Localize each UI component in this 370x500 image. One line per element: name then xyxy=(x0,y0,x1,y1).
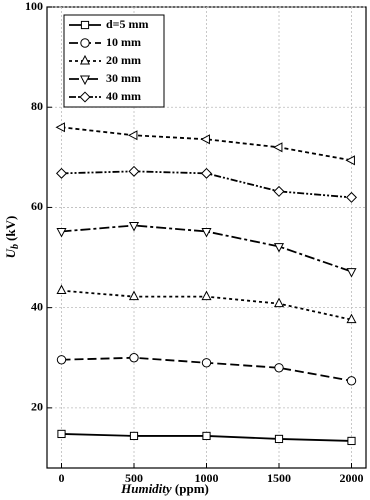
data-point xyxy=(274,434,284,444)
data-point xyxy=(129,431,139,441)
data-point xyxy=(345,155,355,166)
legend-marker xyxy=(80,20,90,30)
x-tick-label: 2000 xyxy=(340,471,364,485)
data-point xyxy=(56,228,67,238)
legend-label: 30 mm xyxy=(106,71,141,85)
y-axis-label-main: U xyxy=(3,248,18,258)
data-point xyxy=(272,142,283,153)
y-tick-label: 100 xyxy=(25,0,43,13)
data-point xyxy=(202,431,211,441)
data-point xyxy=(200,134,210,145)
legend-marker xyxy=(79,91,91,103)
data-point xyxy=(346,313,357,324)
data-point xyxy=(201,290,212,301)
y-axis-label-unit: (kV) xyxy=(3,216,18,241)
data-point xyxy=(201,228,212,238)
data-point xyxy=(128,222,140,232)
data-point xyxy=(55,122,65,133)
legend-box xyxy=(63,14,165,108)
x-tick-label: 1500 xyxy=(267,471,291,485)
data-point xyxy=(273,297,285,308)
data-point xyxy=(346,268,357,278)
x-tick-label: 1000 xyxy=(195,471,219,485)
data-point xyxy=(56,284,67,295)
data-point xyxy=(128,290,140,301)
y-tick-label: 80 xyxy=(31,99,43,113)
data-point xyxy=(347,436,356,446)
data-point xyxy=(273,243,285,253)
data-point xyxy=(57,429,66,439)
y-axis-label: Ub (kV) xyxy=(3,216,21,259)
legend-marker xyxy=(79,75,91,86)
legend-marker xyxy=(79,54,91,65)
y-tick-label: 20 xyxy=(31,400,43,414)
legend-label: 10 mm xyxy=(106,35,141,49)
data-point xyxy=(129,353,139,363)
data-point xyxy=(55,167,68,179)
x-axis-label-unit: (ppm) xyxy=(175,481,209,496)
legend-marker xyxy=(80,38,90,48)
data-point xyxy=(128,165,140,177)
x-axis-label: Humidity (ppm) xyxy=(120,481,209,496)
legend-label: 20 mm xyxy=(106,53,141,67)
data-point xyxy=(346,376,357,386)
data-point xyxy=(200,167,213,179)
x-axis-label-main: Humidity xyxy=(120,481,172,496)
data-point xyxy=(127,130,138,141)
data-point xyxy=(56,355,67,365)
y-tick-label: 60 xyxy=(31,199,43,213)
x-tick-label: 500 xyxy=(125,471,143,485)
legend-label: 40 mm xyxy=(106,89,141,103)
y-axis-label-sub: b xyxy=(10,244,21,249)
y-tick-label: 40 xyxy=(31,299,43,313)
data-point xyxy=(201,358,212,368)
x-tick-label: 0 xyxy=(59,471,65,485)
legend-label: d=5 mm xyxy=(106,17,149,31)
data-point xyxy=(273,185,285,197)
data-point xyxy=(345,191,358,203)
data-point xyxy=(274,363,284,373)
